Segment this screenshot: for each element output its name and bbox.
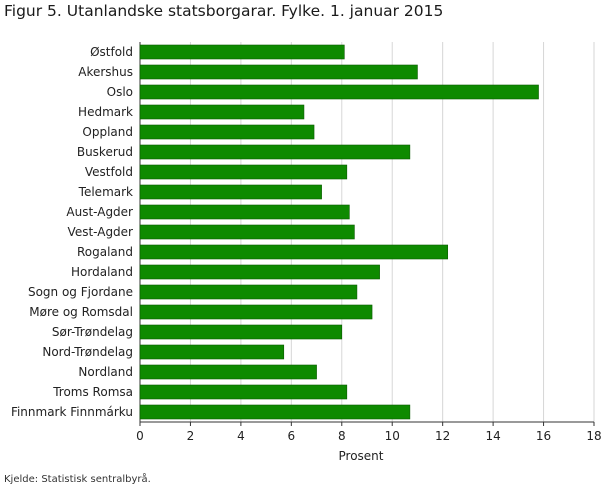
bar: [139, 44, 345, 60]
bar: [139, 244, 449, 260]
category-label: Buskerud: [77, 145, 133, 159]
x-tick-labels: 0 2 4 6 8 10 12 14 16 18: [136, 422, 602, 443]
bar: [139, 124, 315, 140]
bar: [139, 404, 411, 420]
category-label: Rogaland: [77, 245, 133, 259]
category-label: Østfold: [90, 45, 133, 59]
bar: [139, 364, 317, 380]
category-label: Troms Romsa: [52, 385, 133, 399]
x-tick-label: 6: [288, 429, 296, 443]
x-axis-title: Prosent: [339, 449, 384, 463]
category-label: Møre og Romsdal: [29, 305, 133, 319]
source-note: Kjelde: Statistisk sentralbyrå.: [4, 474, 151, 485]
category-label: Oslo: [107, 85, 133, 99]
bars: [139, 44, 539, 420]
category-label: Telemark: [78, 185, 133, 199]
bar: [139, 264, 380, 280]
bar: [139, 84, 539, 100]
category-label: Hordaland: [71, 265, 133, 279]
x-tick-label: 16: [536, 429, 551, 443]
chart-title: Figur 5. Utanlandske statsborgarar. Fylk…: [4, 2, 444, 20]
x-tick-label: 12: [435, 429, 450, 443]
bar: [139, 344, 285, 360]
category-label: Sogn og Fjordane: [28, 285, 133, 299]
x-tick-label: 8: [338, 429, 346, 443]
bar: [139, 224, 355, 240]
bar: [139, 184, 322, 200]
bar: [139, 104, 305, 120]
bar: [139, 284, 358, 300]
bar: [139, 64, 418, 80]
category-label: Oppland: [82, 125, 133, 139]
category-label: Finnmark Finnmárku: [11, 405, 133, 419]
x-tick-label: 4: [237, 429, 245, 443]
bar: [139, 304, 373, 320]
x-tick-label: 18: [586, 429, 601, 443]
bar: [139, 384, 348, 400]
category-label: Akershus: [78, 65, 133, 79]
category-label: Vestfold: [85, 165, 133, 179]
category-label: Nordland: [78, 365, 133, 379]
bar: [139, 144, 411, 160]
category-labels: Østfold Akershus Oslo Hedmark Oppland Buskeru…: [11, 45, 133, 419]
category-label: Aust-Agder: [66, 205, 133, 219]
category-label: Nord-Trøndelag: [42, 345, 133, 359]
category-label: Hedmark: [78, 105, 133, 119]
x-tick-label: 10: [385, 429, 400, 443]
bar: [139, 204, 350, 220]
category-label: Sør-Trøndelag: [52, 325, 133, 339]
bar: [139, 164, 348, 180]
x-tick-label: 14: [485, 429, 500, 443]
bar: [139, 324, 343, 340]
category-label: Vest-Agder: [68, 225, 134, 239]
x-tick-label: 2: [187, 429, 195, 443]
x-tick-label: 0: [136, 429, 144, 443]
